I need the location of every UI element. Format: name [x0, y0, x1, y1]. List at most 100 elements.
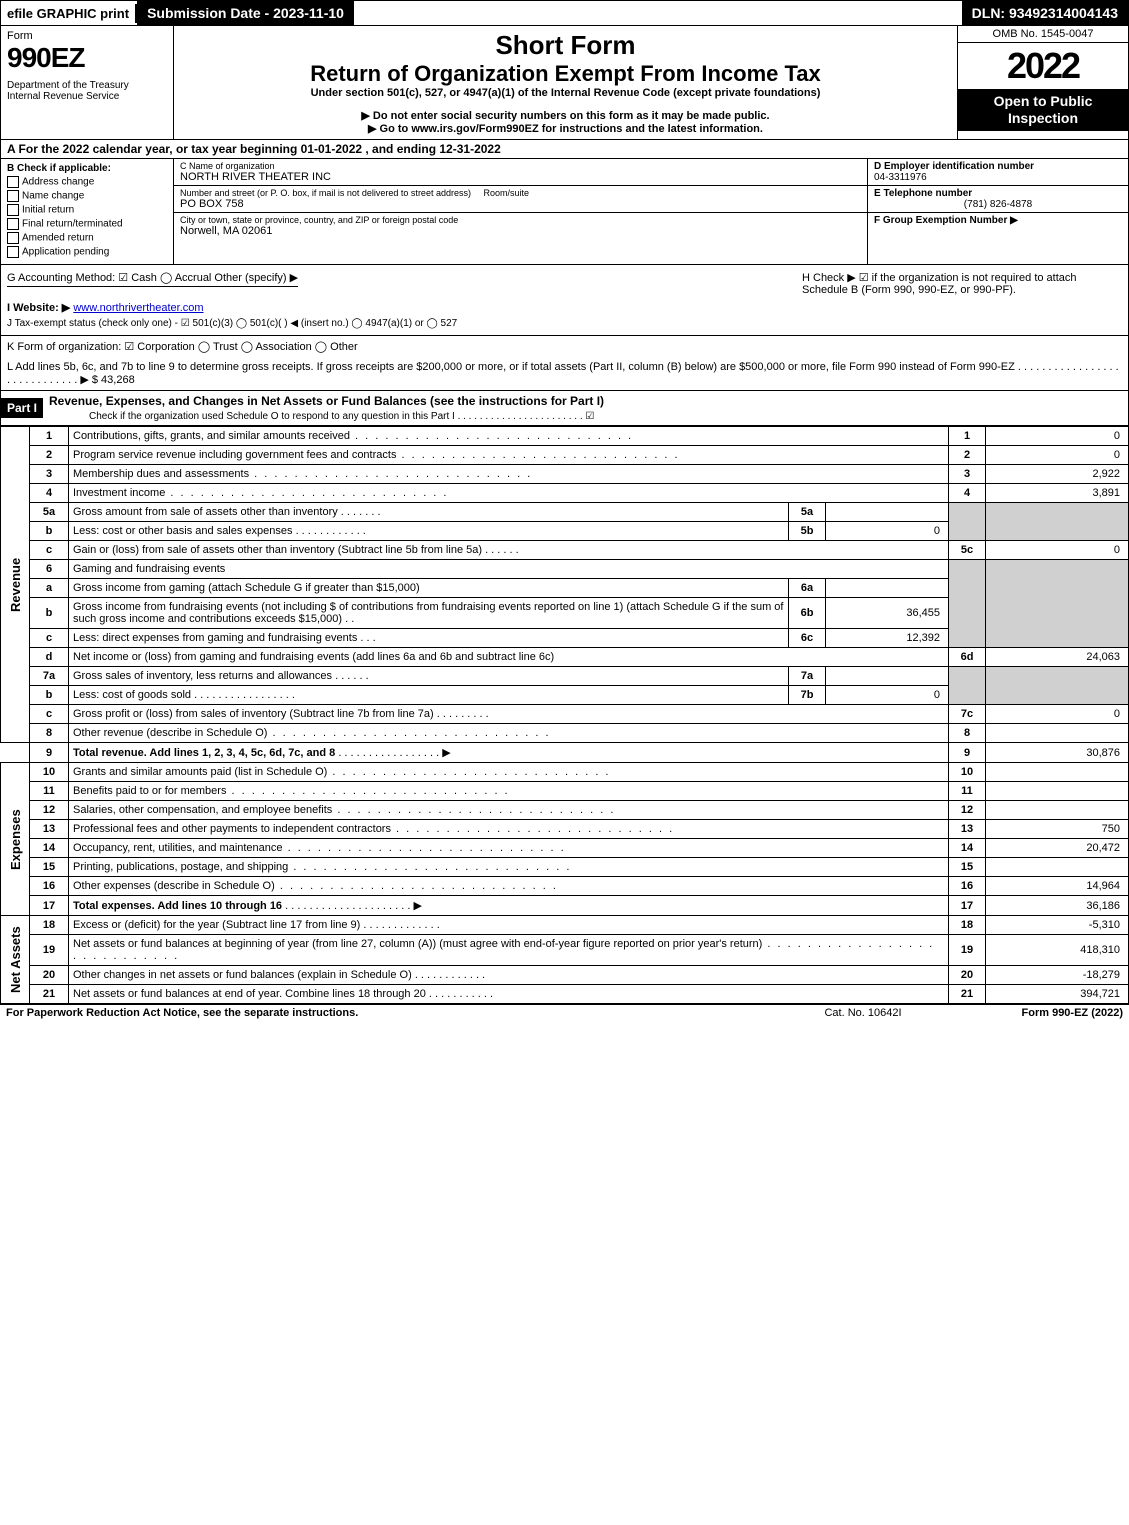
part1-check: Check if the organization used Schedule …: [49, 411, 594, 422]
line-7c-desc: Gross profit or (loss) from sales of inv…: [73, 708, 434, 720]
line-6d-desc: Net income or (loss) from gaming and fun…: [73, 651, 554, 663]
line-14-rnum: 14: [949, 839, 986, 858]
line-9-rnum: 9: [949, 743, 986, 763]
j-tax-exempt: J Tax-exempt status (check only one) - ☑…: [7, 318, 802, 329]
section-l: L Add lines 5b, 6c, and 7b to line 9 to …: [0, 357, 1129, 391]
c-city-label: City or town, state or province, country…: [180, 215, 861, 225]
b-label: B Check if applicable:: [7, 163, 167, 174]
line-17-rnum: 17: [949, 896, 986, 916]
website-link[interactable]: www.northrivertheater.com: [73, 302, 203, 314]
line-1-rnum: 1: [949, 427, 986, 446]
ein-value: 04-3311976: [874, 172, 1122, 183]
line-2-rval: 0: [986, 446, 1129, 465]
line-8-rnum: 8: [949, 724, 986, 743]
line-6b-mid: 6b: [789, 598, 826, 629]
chk-application-pending[interactable]: Application pending: [7, 246, 167, 258]
line-10-desc: Grants and similar amounts paid (list in…: [73, 766, 327, 778]
line-6a-mid: 6a: [789, 579, 826, 598]
line-15-rval: [986, 858, 1129, 877]
line-7c-rval: 0: [986, 705, 1129, 724]
footer-cat: Cat. No. 10642I: [763, 1007, 963, 1019]
line-7a-desc: Gross sales of inventory, less returns a…: [73, 670, 332, 682]
line-21-desc: Net assets or fund balances at end of ye…: [73, 988, 426, 1000]
line-9-desc: Total revenue. Add lines 1, 2, 3, 4, 5c,…: [73, 747, 335, 759]
line-5a-midval: [826, 503, 949, 522]
line-11-rval: [986, 782, 1129, 801]
section-bcdef: B Check if applicable: Address change Na…: [0, 159, 1129, 265]
short-form-title: Short Form: [180, 30, 951, 61]
org-name: NORTH RIVER THEATER INC: [180, 171, 861, 183]
section-gh: G Accounting Method: ☑ Cash ◯ Accrual Ot…: [0, 265, 1129, 336]
form-number: 990EZ: [7, 42, 167, 74]
f-group-label: F Group Exemption Number ▶: [874, 215, 1122, 226]
section-a: A For the 2022 calendar year, or tax yea…: [0, 140, 1129, 159]
line-19-rval: 418,310: [986, 935, 1129, 966]
tax-year: 2022: [958, 43, 1128, 89]
line-19-desc: Net assets or fund balances at beginning…: [73, 938, 762, 950]
goto-link[interactable]: ▶ Go to www.irs.gov/Form990EZ for instru…: [180, 122, 951, 135]
dln-label: DLN: 93492314004143: [962, 1, 1128, 25]
line-6-desc: Gaming and fundraising events: [73, 563, 225, 575]
do-not-enter: ▶ Do not enter social security numbers o…: [180, 109, 951, 122]
line-5b-midval: 0: [826, 522, 949, 541]
line-20-desc: Other changes in net assets or fund bala…: [73, 969, 412, 981]
section-k: K Form of organization: ☑ Corporation ◯ …: [0, 336, 1129, 357]
line-3-desc: Membership dues and assessments: [73, 468, 249, 480]
line-7b-midval: 0: [826, 686, 949, 705]
c-name-label: C Name of organization: [180, 161, 861, 171]
line-12-rnum: 12: [949, 801, 986, 820]
d-ein-label: D Employer identification number: [874, 161, 1122, 172]
line-13-rval: 750: [986, 820, 1129, 839]
chk-name-change[interactable]: Name change: [7, 190, 167, 202]
section-c: C Name of organization NORTH RIVER THEAT…: [174, 159, 867, 264]
page-footer: For Paperwork Reduction Act Notice, see …: [0, 1004, 1129, 1021]
line-14-desc: Occupancy, rent, utilities, and maintena…: [73, 842, 283, 854]
line-18-rnum: 18: [949, 916, 986, 935]
line-3-rnum: 3: [949, 465, 986, 484]
org-address: PO BOX 758: [180, 198, 861, 210]
line-8-desc: Other revenue (describe in Schedule O): [73, 727, 267, 739]
line-12-desc: Salaries, other compensation, and employ…: [73, 804, 332, 816]
line-10-rnum: 10: [949, 763, 986, 782]
chk-amended-return[interactable]: Amended return: [7, 232, 167, 244]
g-accounting: G Accounting Method: ☑ Cash ◯ Accrual Ot…: [7, 271, 298, 287]
title-col: Short Form Return of Organization Exempt…: [174, 26, 957, 139]
form-word: Form: [7, 30, 167, 42]
omb-col: OMB No. 1545-0047 2022 Open to Public In…: [957, 26, 1128, 139]
line-13-rnum: 13: [949, 820, 986, 839]
part1-label: Part I: [1, 398, 43, 418]
part1-header-row: Part I Revenue, Expenses, and Changes in…: [0, 391, 1129, 426]
top-bar: efile GRAPHIC print Submission Date - 20…: [0, 0, 1129, 26]
line-2-desc: Program service revenue including govern…: [73, 449, 396, 461]
line-18-desc: Excess or (deficit) for the year (Subtra…: [73, 919, 360, 931]
form-id-col: Form 990EZ Department of the Treasury In…: [1, 26, 174, 139]
footer-left: For Paperwork Reduction Act Notice, see …: [6, 1007, 763, 1019]
line-5b-mid: 5b: [789, 522, 826, 541]
chk-address-change[interactable]: Address change: [7, 176, 167, 188]
line-6d-rval: 24,063: [986, 648, 1129, 667]
line-1-num: 1: [30, 427, 69, 446]
phone-value: (781) 826-4878: [874, 199, 1122, 210]
line-5c-rnum: 5c: [949, 541, 986, 560]
org-city: Norwell, MA 02061: [180, 225, 861, 237]
line-5b-desc: Less: cost or other basis and sales expe…: [73, 525, 293, 537]
line-5a-mid: 5a: [789, 503, 826, 522]
chk-initial-return[interactable]: Initial return: [7, 204, 167, 216]
efile-print-label[interactable]: efile GRAPHIC print: [1, 4, 137, 23]
omb-number: OMB No. 1545-0047: [958, 26, 1128, 43]
part1-title: Revenue, Expenses, and Changes in Net As…: [49, 394, 604, 408]
i-website-label: I Website: ▶: [7, 302, 70, 314]
line-14-rval: 20,472: [986, 839, 1129, 858]
section-b: B Check if applicable: Address change Na…: [1, 159, 174, 264]
under-section: Under section 501(c), 527, or 4947(a)(1)…: [180, 87, 951, 99]
line-20-rval: -18,279: [986, 966, 1129, 985]
line-7a-midval: [826, 667, 949, 686]
line-20-rnum: 20: [949, 966, 986, 985]
line-7c-rnum: 7c: [949, 705, 986, 724]
line-11-desc: Benefits paid to or for members: [73, 785, 226, 797]
line-4-rnum: 4: [949, 484, 986, 503]
line-15-rnum: 15: [949, 858, 986, 877]
line-7a-mid: 7a: [789, 667, 826, 686]
chk-final-return[interactable]: Final return/terminated: [7, 218, 167, 230]
line-1-desc: Contributions, gifts, grants, and simila…: [73, 430, 350, 442]
